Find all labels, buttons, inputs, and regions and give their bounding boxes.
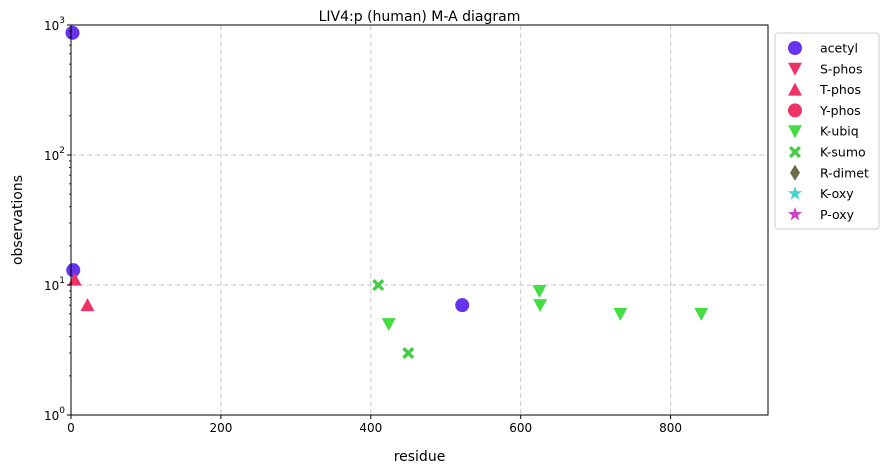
y-tick-label: 102 — [44, 146, 65, 163]
legend-marker-P-oxy — [787, 206, 803, 221]
legend-marker-R-dimet — [790, 164, 800, 181]
legend-marker-K-oxy — [787, 186, 803, 200]
y-tick-label: 100 — [44, 406, 65, 423]
chart-title: LIV4:p (human) M-A diagram — [319, 9, 521, 25]
x-tick-label: 400 — [359, 421, 382, 435]
data-point-T-phos — [80, 298, 95, 312]
data-point-K-ubiq — [613, 307, 628, 321]
legend-label-K-oxy: K-oxy — [820, 186, 854, 201]
legend-label-P-oxy: P-oxy — [820, 207, 855, 222]
y-axis-label: observations — [10, 175, 26, 265]
x-axis-label: residue — [394, 449, 446, 465]
data-point-acetyl — [65, 25, 80, 40]
legend-label-acetyl: acetyl — [820, 41, 858, 56]
y-tick-label: 103 — [44, 16, 65, 33]
legend-label-R-dimet: R-dimet — [820, 165, 869, 180]
y-tick-label: 101 — [44, 276, 65, 293]
x-tick-label: 800 — [659, 421, 682, 435]
legend-label-T-phos: T-phos — [819, 82, 861, 97]
x-tick-label: 200 — [209, 421, 232, 435]
data-point-K-ubiq — [381, 318, 396, 332]
data-point-acetyl — [66, 263, 81, 278]
legend-marker-Y-phos — [788, 103, 802, 118]
x-axis-ticks: 0 200 400 600 800 — [67, 415, 682, 435]
legend-frame — [774, 32, 880, 230]
data-point-K-ubiq — [694, 307, 709, 321]
data-point-K-ubiq — [532, 284, 547, 298]
legend: acetyl S-phos T-phos Y-phos K-ubiq K-sumo R-di… — [774, 32, 880, 230]
plot-frame — [70, 24, 769, 416]
legend-marker-acetyl — [788, 41, 802, 55]
legend-marker-S-phos — [788, 62, 802, 76]
data-point-K-sumo — [402, 346, 415, 359]
legend-items: acetyl S-phos T-phos Y-phos K-ubiq K-sumo R-di… — [787, 41, 869, 222]
legend-marker-K-ubiq — [788, 125, 802, 139]
x-tick-label: 0 — [67, 421, 75, 435]
x-tick-label: 600 — [509, 421, 532, 435]
legend-marker-K-sumo — [789, 146, 801, 158]
legend-label-K-ubiq: K-ubiq — [820, 124, 859, 139]
y-axis-ticks: 100 101 102 103 — [44, 16, 71, 423]
data-point-K-sumo — [372, 279, 385, 291]
data-point-acetyl — [455, 298, 470, 313]
data-point-K-ubiq — [533, 299, 548, 313]
legend-label-K-sumo: K-sumo — [820, 145, 866, 160]
legend-label-Y-phos: Y-phos — [819, 103, 861, 118]
legend-marker-T-phos — [788, 82, 802, 96]
legend-label-S-phos: S-phos — [820, 61, 862, 76]
